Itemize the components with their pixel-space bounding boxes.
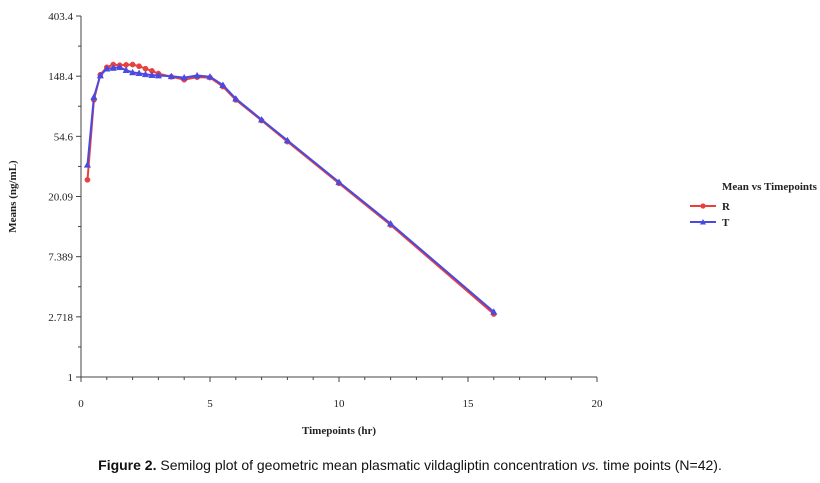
data-point-T: [257, 115, 266, 123]
legend-title: Mean vs Timepoints: [722, 181, 818, 193]
data-point-R: [136, 63, 142, 70]
data-point-T: [490, 308, 498, 315]
data-point-T: [96, 71, 104, 79]
data-point-T: [90, 93, 98, 100]
data-point-T: [386, 219, 395, 227]
chart: 1 2.718 7.389 20.09 54.6 148.4 403.4 0 5 10 15 20 Ti…: [7, 11, 818, 437]
data-point-R: [142, 65, 149, 72]
legend-label-R: R: [722, 201, 731, 213]
series-line-R: [86, 63, 495, 315]
data-point-T: [141, 70, 150, 78]
data-point-T: [109, 64, 117, 71]
data-point-T: [122, 66, 130, 73]
x-tick-label: 5: [207, 398, 213, 410]
data-point-R: [129, 61, 136, 68]
data-point-R: [84, 176, 91, 183]
data-point-T: [167, 72, 175, 80]
data-point-T: [283, 136, 292, 144]
legend-marker-T: [700, 219, 706, 225]
y-tick-label: 54.6: [54, 131, 74, 143]
caption-label: Figure 2.: [98, 457, 157, 473]
legend-marker-R: [700, 203, 706, 209]
axes: 1 2.718 7.389 20.09 54.6 148.4 403.4 0 5 10 15 20 Ti…: [7, 11, 603, 437]
data-point-T: [135, 69, 143, 76]
caption-italic: vs.: [581, 457, 600, 473]
caption-text-after: time points (N=42).: [599, 457, 722, 473]
data-point-T: [116, 63, 124, 71]
data-point-T: [103, 64, 111, 72]
figure-caption: Figure 2. Semilog plot of geometric mean…: [0, 457, 820, 473]
data-point-T: [219, 81, 227, 88]
data-point-T: [148, 71, 156, 78]
y-tick-label: 1: [68, 372, 74, 384]
data-point-T: [128, 68, 137, 76]
x-tick-label: 20: [592, 398, 604, 410]
legend: Mean vs Timepoints RT: [690, 181, 818, 229]
caption-text-before: Semilog plot of geometric mean plasmatic…: [156, 457, 582, 473]
data-point-T: [232, 95, 240, 102]
y-tick-label: 148.4: [48, 71, 73, 83]
series-T: [83, 63, 498, 315]
y-tick-label: 403.4: [48, 11, 73, 23]
x-tick-label: 10: [334, 398, 346, 410]
data-point-T: [206, 73, 214, 80]
y-tick-label: 20.09: [48, 191, 73, 203]
y-tick-label: 2.718: [48, 312, 73, 324]
x-axis-title: Timepoints (hr): [302, 425, 376, 437]
series-line-T: [86, 66, 495, 313]
data-point-T: [180, 73, 188, 81]
data-point-T: [193, 71, 201, 79]
data-point-T: [154, 71, 163, 79]
y-tick-label: 7.389: [48, 252, 73, 264]
y-axis-title: Means (ng/mL): [7, 160, 19, 233]
series-R: [84, 61, 497, 317]
x-tick-label: 15: [463, 398, 475, 410]
x-tick-label: 0: [78, 398, 84, 410]
legend-label-T: T: [722, 217, 730, 229]
data-point-T: [83, 161, 92, 168]
data-point-T: [335, 178, 343, 185]
series-layer: [83, 61, 498, 317]
